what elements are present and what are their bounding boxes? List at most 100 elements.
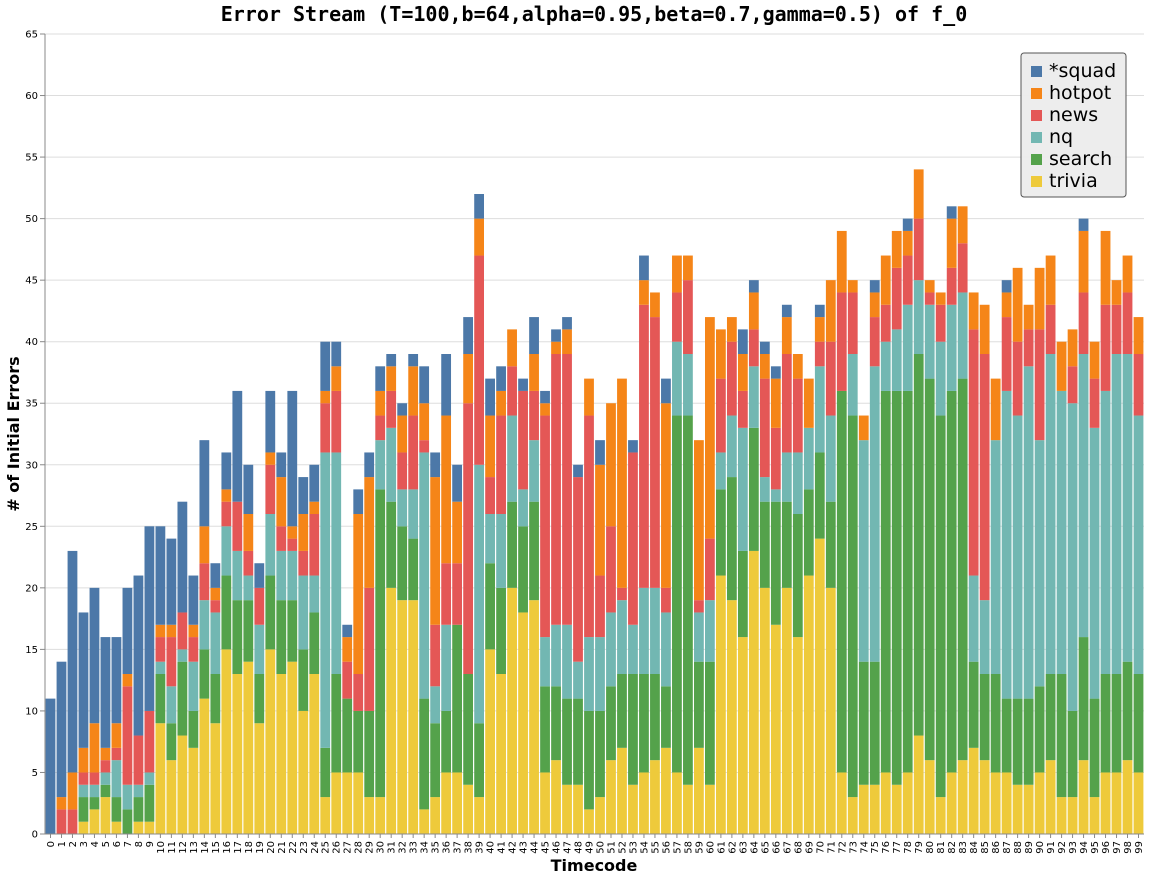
x-tick-label: 35 — [431, 841, 442, 854]
bar-segment-nq-41 — [496, 514, 506, 588]
legend-box — [1020, 52, 1127, 198]
legend-swatch — [1031, 110, 1042, 121]
bar-segment-search-79 — [913, 354, 924, 736]
bar-segment-search-6 — [111, 797, 122, 822]
bar-segment-search-70 — [814, 452, 825, 539]
bar-segment-nq-68 — [792, 452, 803, 514]
x-tick-label: 43 — [519, 841, 530, 854]
bar-segment-hotpot-93 — [1067, 329, 1078, 367]
bar-segment-squad-40 — [485, 378, 495, 416]
bar-segment-search-15 — [210, 674, 221, 724]
bar-segment-hotpot-60 — [705, 317, 715, 539]
bar-segment-nq-70 — [814, 366, 825, 453]
x-tick-label: 41 — [497, 841, 508, 854]
bar-segment-trivia-11 — [166, 760, 177, 834]
bar-segment-search-21 — [276, 600, 287, 674]
bar-segment-search-60 — [705, 661, 715, 785]
bar-segment-squad-47 — [562, 317, 572, 330]
bar-segment-nq-36 — [441, 624, 452, 711]
legend-label: search — [1049, 148, 1112, 170]
bar-segment-news-45 — [540, 415, 550, 638]
x-tick-label: 64 — [749, 841, 760, 854]
bar-segment-trivia-15 — [210, 723, 221, 834]
legend-label: nq — [1049, 126, 1073, 148]
x-tick-label: 30 — [376, 841, 387, 854]
bar-segment-squad-56 — [661, 378, 671, 404]
bar-segment-search-77 — [891, 390, 902, 785]
x-tick-label: 51 — [606, 841, 617, 854]
bar-segment-search-5 — [100, 784, 111, 798]
bar-segment-squad-1 — [56, 661, 67, 798]
bar-segment-news-2 — [67, 809, 78, 834]
x-tick-label: 59 — [694, 841, 705, 854]
legend-swatch — [1031, 88, 1042, 99]
bar-segment-hotpot-80 — [924, 280, 935, 293]
legend-swatch — [1031, 132, 1042, 143]
bar-segment-squad-7 — [122, 587, 133, 674]
bar-segment-news-67 — [781, 354, 792, 453]
x-tick-label: 31 — [387, 841, 398, 854]
bar-segment-squad-32 — [397, 403, 408, 416]
bar-segment-search-41 — [496, 587, 506, 674]
bar-segment-news-85 — [979, 354, 990, 601]
bar-segment-trivia-16 — [221, 649, 232, 834]
bar-segment-squad-70 — [814, 304, 825, 318]
bar-segment-search-65 — [759, 501, 770, 588]
bar-segment-trivia-44 — [529, 600, 539, 834]
bar-segment-news-70 — [814, 341, 825, 367]
bar-segment-search-27 — [342, 698, 353, 773]
bar-segment-nq-7 — [122, 784, 133, 810]
bar-segment-squad-31 — [386, 354, 397, 367]
bar-segment-hotpot-89 — [1023, 304, 1034, 330]
bar-segment-search-10 — [155, 674, 166, 724]
bar-segment-trivia-92 — [1056, 797, 1067, 834]
bar-segment-hotpot-75 — [869, 292, 880, 318]
x-tick-label: 22 — [288, 841, 299, 854]
bar-segment-trivia-70 — [814, 538, 825, 834]
bar-segment-nq-49 — [584, 637, 594, 711]
bar-segment-search-63 — [737, 550, 748, 638]
bar-segment-search-28 — [353, 710, 364, 773]
bar-segment-news-57 — [672, 292, 682, 342]
bar-segment-nq-74 — [858, 440, 869, 662]
bar-segment-hotpot-59 — [694, 440, 704, 601]
bar-segment-hotpot-36 — [441, 415, 452, 564]
bar-segment-squad-10 — [155, 526, 166, 625]
x-tick-label: 78 — [903, 841, 914, 854]
bar-segment-squad-28 — [353, 489, 364, 514]
bar-segment-squad-12 — [177, 501, 188, 613]
bar-segment-hotpot-69 — [803, 378, 814, 428]
bar-segment-trivia-58 — [683, 784, 693, 834]
bar-segment-squad-44 — [529, 317, 539, 354]
bar-segment-hotpot-88 — [1012, 267, 1023, 342]
bar-segment-nq-9 — [144, 772, 155, 785]
bar-segment-search-14 — [199, 649, 210, 699]
bar-segment-news-7 — [122, 686, 133, 785]
bar-segment-search-3 — [78, 797, 89, 822]
x-tick-label: 98 — [1123, 841, 1134, 854]
x-tick-label: 10 — [156, 841, 167, 854]
bar-segment-news-51 — [606, 526, 616, 613]
bar-segment-search-45 — [540, 686, 550, 773]
bar-segment-nq-69 — [803, 427, 814, 490]
bar-segment-nq-75 — [869, 366, 880, 662]
bar-segment-trivia-85 — [979, 760, 990, 834]
bar-segment-search-90 — [1034, 686, 1045, 773]
bar-segment-search-23 — [298, 649, 309, 711]
bar-segment-news-34 — [419, 440, 430, 453]
bar-segment-hotpot-77 — [891, 230, 902, 268]
bar-segment-nq-87 — [1001, 390, 1012, 699]
x-tick-label: 61 — [716, 841, 727, 854]
legend-swatch — [1031, 66, 1042, 77]
bar-segment-trivia-93 — [1067, 797, 1078, 834]
y-axis-title: # of Initial Errors — [4, 356, 23, 511]
bar-segment-trivia-64 — [748, 550, 759, 834]
bar-segment-squad-75 — [869, 280, 880, 293]
bar-segment-news-6 — [111, 747, 122, 761]
bar-segment-search-48 — [573, 698, 583, 785]
bar-segment-search-99 — [1133, 674, 1144, 773]
bar-segment-news-66 — [770, 427, 781, 490]
bar-segment-search-18 — [243, 600, 254, 662]
y-tick-label: 65 — [25, 30, 38, 41]
